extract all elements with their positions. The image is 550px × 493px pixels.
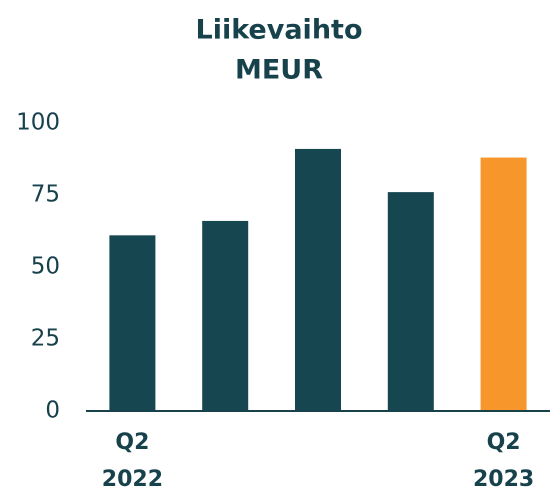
- y-tick-label: 100: [16, 110, 60, 136]
- bar: [387, 192, 434, 411]
- bar: [480, 157, 527, 411]
- bar: [295, 148, 341, 412]
- x-tick-label: Q2 2022: [102, 430, 163, 492]
- y-tick-label: 75: [31, 182, 60, 208]
- bar: [109, 235, 156, 411]
- x-tick-label: Q2 2023: [473, 430, 534, 492]
- bar: [202, 220, 249, 411]
- y-tick-label: 0: [45, 398, 60, 424]
- chart-subtitle: MEUR: [235, 55, 323, 86]
- chart-title: Liikevaihto: [195, 15, 362, 46]
- y-tick-label: 25: [31, 326, 60, 352]
- y-tick-label: 50: [31, 254, 60, 280]
